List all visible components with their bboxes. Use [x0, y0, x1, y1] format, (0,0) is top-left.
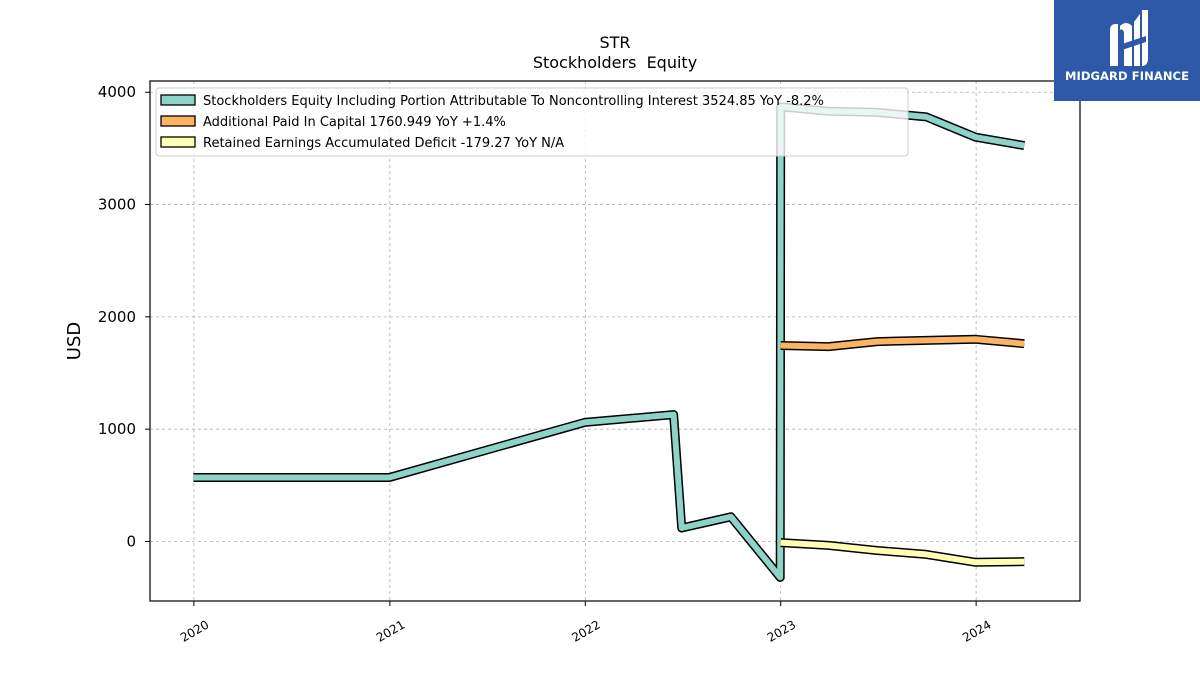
series-line-2	[780, 538, 1025, 567]
x-tick-label: 2022	[569, 617, 602, 644]
y-tick-label: 1000	[98, 420, 136, 438]
y-tick-label: 0	[126, 532, 136, 550]
legend-swatch	[160, 115, 196, 127]
chart-title: STR	[599, 33, 630, 52]
logo-text: MIDGARD FINANCE	[1064, 69, 1190, 83]
logo-mark-icon	[1110, 10, 1148, 66]
legend-label: Retained Earnings Accumulated Deficit -1…	[203, 136, 564, 151]
legend: Stockholders Equity Including Portion At…	[155, 87, 909, 157]
legend-swatch	[160, 136, 196, 148]
y-tick-label: 4000	[98, 83, 136, 101]
series-line-1	[780, 334, 1025, 352]
x-tick-label: 2021	[374, 617, 407, 644]
y-tick-label: 2000	[98, 308, 136, 326]
legend-label: Additional Paid In Capital 1760.949 YoY …	[203, 115, 506, 130]
series-stroke	[780, 336, 1025, 350]
series-stroke	[193, 103, 1025, 581]
y-tick-label: 3000	[98, 196, 136, 214]
series-lines	[193, 102, 1026, 582]
grid	[150, 81, 1080, 601]
x-tick-label: 2024	[960, 617, 993, 644]
x-tick-label: 2020	[178, 617, 211, 644]
legend-label: Stockholders Equity Including Portion At…	[203, 94, 824, 109]
chart-subtitle: Stockholders Equity	[533, 53, 697, 72]
legend-box	[155, 87, 909, 157]
brand-logo: MIDGARD FINANCE	[1054, 0, 1200, 101]
plot-frame	[149, 80, 1081, 602]
legend-swatch	[160, 94, 196, 106]
axis-ticks: 0 1000 2000 3000 4000 2020 2021 2022 2023 2024	[98, 83, 994, 645]
y-axis-label: USD	[64, 322, 85, 360]
series-stroke	[780, 539, 1025, 566]
x-tick-label: 2023	[765, 617, 798, 644]
